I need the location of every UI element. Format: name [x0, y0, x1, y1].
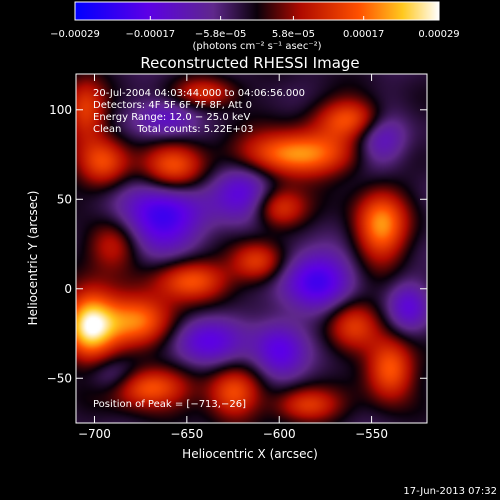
x-tick-label: −600 — [263, 427, 296, 441]
annotation-clean-total: Clean Total counts: 5.22E+03 — [93, 124, 253, 135]
annotations: 20-Jul-2004 04:03:44.000 to 04:06:56.000… — [93, 88, 305, 410]
colorbar-tick-label: −0.00029 — [50, 29, 100, 40]
heatmap-image — [76, 74, 427, 423]
colorbar-tick-label: −5.8e−05 — [195, 29, 247, 40]
y-axis-ticks: −50 0 50 100 — [47, 103, 427, 385]
annotation-peak-position: Position of Peak = [−713,−26] — [93, 399, 246, 410]
y-axis-label: Heliocentric Y (arcsec) — [26, 191, 40, 326]
colorbar-ticks: −0.00029 −0.00017 −5.8e−05 5.8e−05 0.00017 0.… — [50, 16, 460, 40]
colorbar-tick-label: 0.00017 — [343, 29, 384, 40]
y-tick-label: 0 — [64, 282, 72, 296]
annotation-detectors: Detectors: 4F 5F 6F 7F 8F, Att 0 — [93, 100, 252, 111]
x-axis-ticks: −700 −650 −600 −550 — [78, 74, 388, 441]
chart-title: Reconstructed RHESSI Image — [140, 54, 359, 72]
y-tick-label: 100 — [49, 103, 72, 117]
colorbar: −0.00029 −0.00017 −5.8e−05 5.8e−05 0.00017 0.… — [50, 1, 460, 52]
x-tick-label: −700 — [78, 427, 111, 441]
plot-area: −700 −650 −600 −550 −50 0 50 100 — [47, 73, 428, 441]
x-tick-label: −650 — [170, 427, 203, 441]
colorbar-tick-label: −0.00017 — [125, 29, 175, 40]
plot-frame — [75, 73, 428, 424]
colorbar-tick-label: 5.8e−05 — [272, 29, 315, 40]
x-tick-label: −550 — [355, 427, 388, 441]
x-axis-label: Heliocentric X (arcsec) — [182, 447, 318, 461]
annotation-time-range: 20-Jul-2004 04:03:44.000 to 04:06:56.000 — [93, 88, 305, 99]
colorbar-tick-label: 0.00029 — [418, 29, 459, 40]
colorbar-unit-label: (photons cm⁻² s⁻¹ asec⁻²) — [192, 41, 321, 52]
y-tick-label: −50 — [47, 371, 72, 385]
footer-timestamp: 17-Jun-2013 07:32 — [403, 486, 497, 497]
colorbar-gradient — [74, 1, 440, 21]
annotation-energy-range: Energy Range: 12.0 − 25.0 keV — [93, 112, 250, 123]
y-tick-label: 50 — [57, 192, 72, 206]
